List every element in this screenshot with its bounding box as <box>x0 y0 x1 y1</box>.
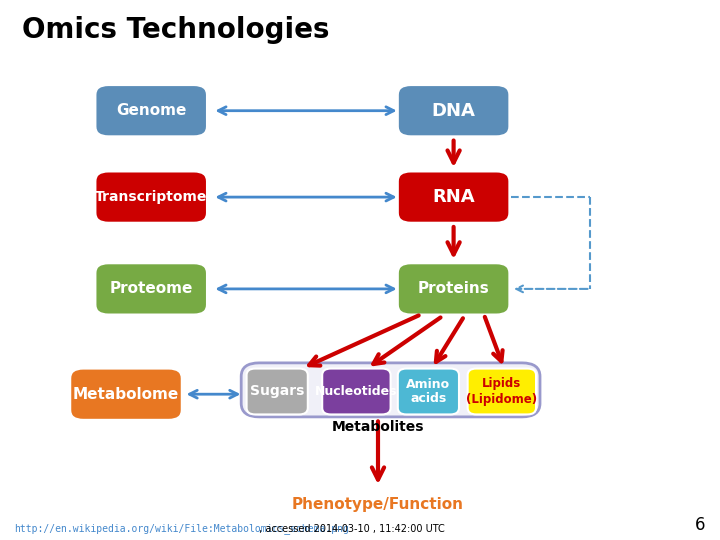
Text: Lipids
(Lipidome): Lipids (Lipidome) <box>467 377 537 406</box>
Text: Genome: Genome <box>116 103 186 118</box>
Text: Sugars: Sugars <box>250 384 305 399</box>
FancyBboxPatch shape <box>70 368 181 420</box>
Text: Nucleotides: Nucleotides <box>315 385 397 398</box>
Text: 6: 6 <box>695 516 706 534</box>
FancyBboxPatch shape <box>95 85 207 136</box>
FancyBboxPatch shape <box>397 85 510 136</box>
Text: Metabolites: Metabolites <box>332 420 424 434</box>
Text: Proteins: Proteins <box>418 281 490 296</box>
FancyBboxPatch shape <box>397 263 510 314</box>
FancyBboxPatch shape <box>95 172 207 222</box>
Text: Amino
acids: Amino acids <box>406 377 451 406</box>
Text: DNA: DNA <box>432 102 475 120</box>
Text: Transcriptome: Transcriptome <box>95 190 207 204</box>
Text: Phenotype/Function: Phenotype/Function <box>292 497 464 512</box>
FancyBboxPatch shape <box>241 363 540 417</box>
FancyBboxPatch shape <box>397 172 510 222</box>
Text: http://en.wikipedia.org/wiki/File:Metabolomics_schema.png: http://en.wikipedia.org/wiki/File:Metabo… <box>14 523 349 534</box>
Text: RNA: RNA <box>432 188 475 206</box>
FancyBboxPatch shape <box>246 368 308 415</box>
Text: , accessed 2014-03-10 , 11:42:00 UTC: , accessed 2014-03-10 , 11:42:00 UTC <box>256 523 444 534</box>
Text: Proteome: Proteome <box>109 281 193 296</box>
Text: Omics Technologies: Omics Technologies <box>22 16 329 44</box>
FancyBboxPatch shape <box>397 368 459 415</box>
FancyBboxPatch shape <box>95 263 207 314</box>
FancyBboxPatch shape <box>323 368 390 415</box>
Text: Metabolome: Metabolome <box>73 387 179 402</box>
FancyBboxPatch shape <box>468 368 536 415</box>
